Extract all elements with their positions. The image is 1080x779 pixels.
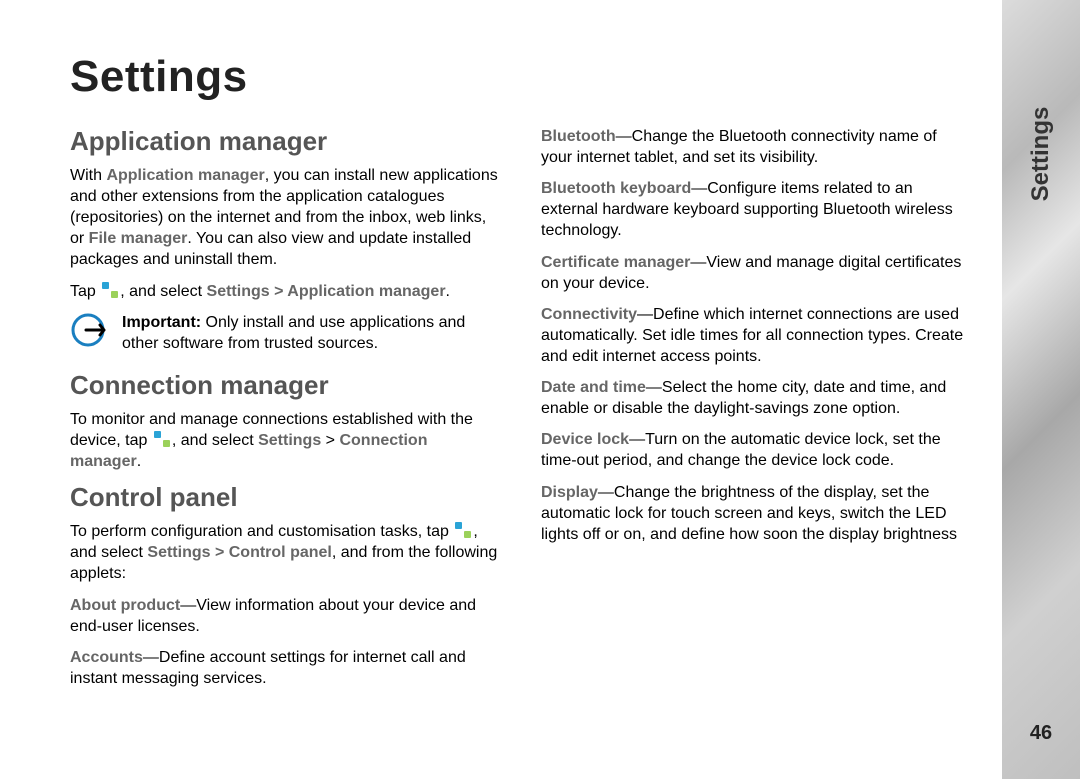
connmgr-paragraph: To monitor and manage connections establ… (70, 409, 501, 472)
item-label: Device lock (541, 431, 629, 448)
item-text: —Change the brightness of the display, s… (541, 484, 957, 543)
item-label: Display (541, 484, 598, 501)
content-area: Settings Application manager With Applic… (0, 0, 1002, 710)
page-title: Settings (70, 52, 972, 102)
item-date-and-time: Date and time—Select the home city, date… (541, 377, 972, 419)
side-band: Settings 46 (1002, 0, 1080, 779)
text: , and select (172, 432, 258, 449)
item-certificate-manager: Certificate manager—View and manage digi… (541, 252, 972, 294)
nav-path: Settings > Control panel (147, 544, 331, 561)
manual-page: Settings Application manager With Applic… (0, 0, 1080, 779)
text: > (321, 432, 339, 449)
item-accounts: Accounts—Define account settings for int… (70, 647, 501, 689)
text: With (70, 167, 106, 184)
important-label: Important: (122, 314, 201, 331)
appmgr-tap-instruction: Tap , and select Settings > Application … (70, 281, 501, 302)
nav-path-settings: Settings (258, 432, 321, 449)
item-bluetooth: Bluetooth—Change the Bluetooth connectiv… (541, 126, 972, 168)
item-label: Bluetooth (541, 128, 616, 145)
item-device-lock: Device lock—Turn on the automatic device… (541, 429, 972, 471)
text: , and select (120, 283, 206, 300)
item-about-product: About product—View information about you… (70, 595, 501, 637)
apps-icon (153, 430, 171, 448)
item-connectivity: Connectivity—Define which internet conne… (541, 304, 972, 367)
heading-connection-manager: Connection manager (70, 370, 501, 401)
warning-icon (70, 312, 110, 352)
apps-icon (454, 521, 472, 539)
item-label: About product (70, 597, 180, 614)
term-application-manager: Application manager (106, 167, 264, 184)
term-file-manager: File manager (89, 230, 188, 247)
appmgr-paragraph: With Application manager, you can instal… (70, 165, 501, 271)
heading-control-panel: Control panel (70, 482, 501, 513)
item-label: Certificate manager (541, 254, 690, 271)
text: Tap (70, 283, 100, 300)
side-section-label: Settings (1027, 107, 1055, 202)
item-label: Bluetooth keyboard (541, 180, 691, 197)
text: To perform configuration and customisati… (70, 523, 453, 540)
important-text: Important: Only install and use applicat… (122, 312, 501, 354)
page-number: 46 (1030, 722, 1052, 745)
important-note: Important: Only install and use applicat… (70, 312, 501, 354)
text: . (446, 283, 450, 300)
apps-icon (101, 281, 119, 299)
item-display: Display—Change the brightness of the dis… (541, 482, 972, 545)
nav-path: Settings > Application manager (207, 283, 446, 300)
cpanel-paragraph: To perform configuration and customisati… (70, 521, 501, 584)
item-label: Accounts (70, 649, 143, 666)
heading-application-manager: Application manager (70, 126, 501, 157)
item-label: Connectivity (541, 306, 637, 323)
text: . (137, 453, 141, 470)
item-bluetooth-keyboard: Bluetooth keyboard—Configure items relat… (541, 178, 972, 241)
item-label: Date and time (541, 379, 646, 396)
